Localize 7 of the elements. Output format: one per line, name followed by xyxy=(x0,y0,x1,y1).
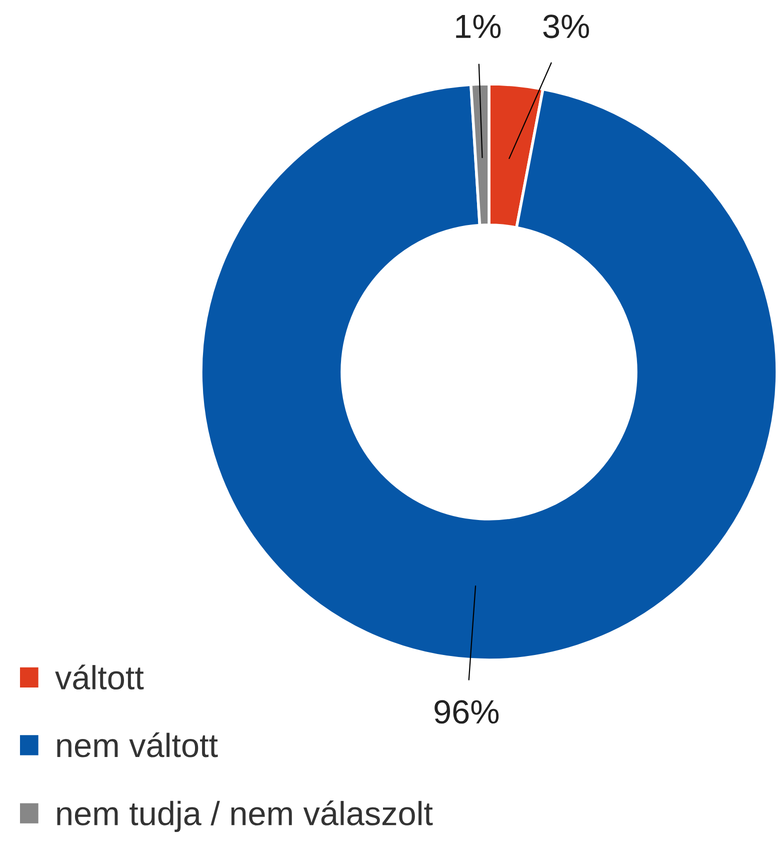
legend-label: nem váltott xyxy=(57,732,218,758)
legend-label: váltott xyxy=(55,664,144,690)
legend-label: nem tudja / nem válaszolt xyxy=(57,800,433,832)
data-label: 3% xyxy=(543,14,589,38)
data-label: 1% xyxy=(456,14,501,38)
donut-slice xyxy=(200,83,778,662)
data-label: 96% xyxy=(434,700,499,724)
